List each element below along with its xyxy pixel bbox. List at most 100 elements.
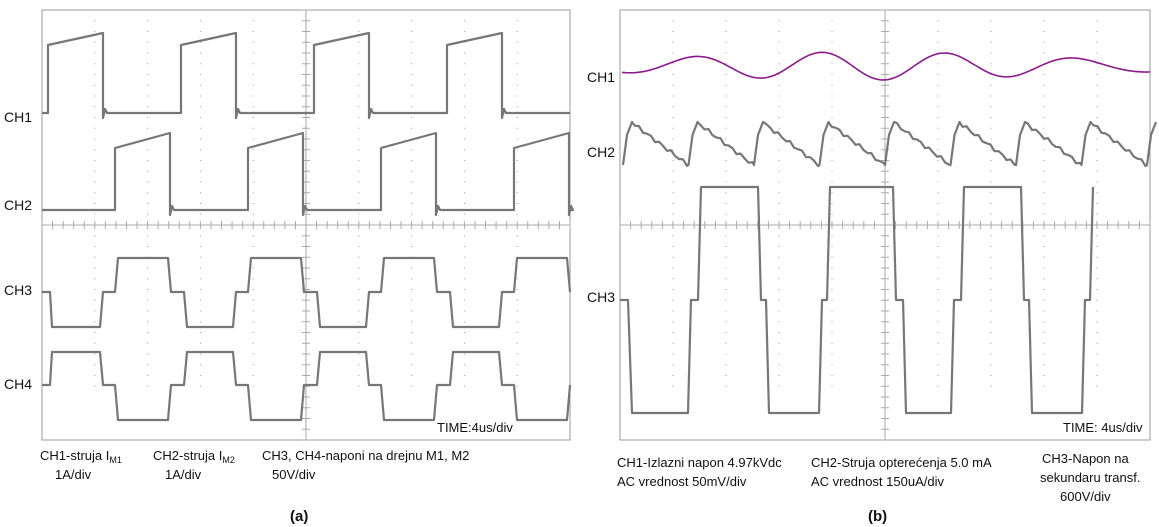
grid-dot (464, 85, 465, 86)
grid-dot (94, 235, 95, 236)
grid-dot (1097, 311, 1098, 312)
grid-dot (938, 332, 939, 333)
grid-dot (411, 106, 412, 107)
grid-dot (253, 106, 254, 107)
grid-dot (94, 160, 95, 161)
grid-dot (673, 20, 674, 21)
grid-dot (358, 278, 359, 279)
grid-dot (200, 192, 201, 193)
grid-dot (991, 160, 992, 161)
grid-dot (464, 246, 465, 247)
grid-dot (464, 311, 465, 312)
grid-dot (726, 235, 727, 236)
grid-dot (938, 171, 939, 172)
grid-dot (517, 321, 518, 322)
grid-dot (464, 63, 465, 64)
grid-dot (832, 42, 833, 43)
grid-dot (779, 106, 780, 107)
grid-dot (358, 182, 359, 183)
grid-dot (673, 74, 674, 75)
grid-dot (200, 364, 201, 365)
grid-dot (411, 278, 412, 279)
grid-dot (673, 160, 674, 161)
grid-dot (1097, 160, 1098, 161)
grid-dot (991, 354, 992, 355)
grid-dot (200, 171, 201, 172)
waveform (623, 122, 1156, 166)
grid-dot (779, 42, 780, 43)
grid-dot (94, 192, 95, 193)
grid-dot (779, 74, 780, 75)
grid-dot (938, 278, 939, 279)
grid-dot (673, 42, 674, 43)
grid-dot (991, 171, 992, 172)
traces (42, 33, 1156, 420)
grid-dot (673, 31, 674, 32)
grid-dot (94, 364, 95, 365)
grid-dot (832, 20, 833, 21)
grid-dot (464, 117, 465, 118)
grid-dot (147, 96, 148, 97)
grid-dot (358, 192, 359, 193)
grid-dot (1097, 386, 1098, 387)
grid-dot (726, 85, 727, 86)
grid-dot (147, 343, 148, 344)
grid-dot (673, 106, 674, 107)
grid-dot (832, 214, 833, 215)
grid-dot (832, 160, 833, 161)
grid-dot (411, 246, 412, 247)
grid-dot (832, 203, 833, 204)
grid-dot (517, 246, 518, 247)
grid-dot (411, 74, 412, 75)
waveform (622, 52, 1150, 80)
grid-dot (673, 386, 674, 387)
grid-dot (991, 311, 992, 312)
grid-dot (411, 171, 412, 172)
grid-dot (779, 171, 780, 172)
grid-dot (517, 149, 518, 150)
grid-dot (1044, 354, 1045, 355)
grid-dot (464, 375, 465, 376)
grid-dot (253, 203, 254, 204)
grid-dot (253, 96, 254, 97)
grid-dot (1097, 364, 1098, 365)
grid-dot (253, 300, 254, 301)
grid-dot (779, 63, 780, 64)
grid-dot (726, 192, 727, 193)
grid-dot (517, 63, 518, 64)
grid-dot (94, 20, 95, 21)
grid-dot (411, 117, 412, 118)
grid-dot (358, 235, 359, 236)
grid-dot (938, 203, 939, 204)
grid-dot (726, 214, 727, 215)
grid-dot (1097, 139, 1098, 140)
grid-dot (358, 311, 359, 312)
grid-dot (938, 128, 939, 129)
grid-dot (200, 375, 201, 376)
grid-dot (726, 171, 727, 172)
grid-dot (726, 117, 727, 118)
grid-dot (411, 160, 412, 161)
grid-dot (726, 203, 727, 204)
grid-dot (358, 160, 359, 161)
grid-dot (1044, 257, 1045, 258)
grid-dot (358, 171, 359, 172)
grid-dot (464, 74, 465, 75)
grid-dot (200, 203, 201, 204)
grid-dot (1097, 85, 1098, 86)
grid-dot (517, 289, 518, 290)
grid-dot (673, 311, 674, 312)
grid-dot (253, 85, 254, 86)
grid-dot (147, 31, 148, 32)
grid-dot (779, 332, 780, 333)
grid-dot (200, 96, 201, 97)
grid-dot (832, 31, 833, 32)
grid-dot (147, 160, 148, 161)
caption: sekundaru transf. (1040, 470, 1140, 485)
grid-dot (779, 354, 780, 355)
grid-dot (411, 182, 412, 183)
grid-dot (358, 53, 359, 54)
grid-dot (94, 375, 95, 376)
grid-dot (358, 364, 359, 365)
grid-dot (938, 386, 939, 387)
